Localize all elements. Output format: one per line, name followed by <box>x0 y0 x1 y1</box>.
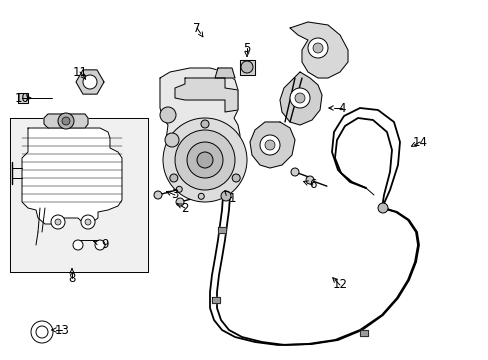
Text: 6: 6 <box>308 179 316 192</box>
Text: 11: 11 <box>72 66 87 78</box>
Circle shape <box>163 118 246 202</box>
Polygon shape <box>280 72 321 125</box>
Circle shape <box>58 113 74 129</box>
Polygon shape <box>359 330 367 336</box>
Text: 12: 12 <box>332 279 347 292</box>
Circle shape <box>186 142 223 178</box>
Circle shape <box>175 130 235 190</box>
Circle shape <box>197 152 213 168</box>
Circle shape <box>290 168 298 176</box>
Circle shape <box>51 215 65 229</box>
Text: 8: 8 <box>68 271 76 284</box>
Polygon shape <box>10 118 148 272</box>
Circle shape <box>307 38 327 58</box>
Polygon shape <box>212 297 220 303</box>
Polygon shape <box>240 60 254 75</box>
Text: 14: 14 <box>412 135 427 148</box>
Circle shape <box>164 133 179 147</box>
Circle shape <box>241 61 252 73</box>
Circle shape <box>85 219 91 225</box>
Circle shape <box>154 191 162 199</box>
Circle shape <box>260 135 280 155</box>
Circle shape <box>55 219 61 225</box>
Polygon shape <box>44 114 88 128</box>
Circle shape <box>73 240 83 250</box>
Text: 2: 2 <box>181 202 188 215</box>
Circle shape <box>81 215 95 229</box>
Circle shape <box>377 203 387 213</box>
Polygon shape <box>175 78 238 112</box>
Circle shape <box>176 186 182 192</box>
Polygon shape <box>76 70 104 94</box>
Text: 4: 4 <box>338 102 345 114</box>
Circle shape <box>201 120 208 128</box>
Circle shape <box>294 93 305 103</box>
Circle shape <box>312 43 323 53</box>
Circle shape <box>232 174 240 182</box>
Text: 7: 7 <box>193 22 201 35</box>
Circle shape <box>83 75 97 89</box>
Circle shape <box>31 321 53 343</box>
Circle shape <box>221 191 230 201</box>
Text: 1: 1 <box>228 192 235 204</box>
Circle shape <box>176 198 183 206</box>
Circle shape <box>169 174 178 182</box>
Text: 13: 13 <box>55 324 69 337</box>
Circle shape <box>198 193 204 199</box>
Circle shape <box>62 117 70 125</box>
Text: 10: 10 <box>15 91 29 104</box>
Circle shape <box>95 240 105 250</box>
Polygon shape <box>249 122 294 168</box>
Circle shape <box>289 88 309 108</box>
Polygon shape <box>215 68 235 78</box>
Circle shape <box>305 176 313 184</box>
Text: 5: 5 <box>243 41 250 54</box>
Polygon shape <box>160 68 240 182</box>
Circle shape <box>36 326 48 338</box>
Text: 3: 3 <box>171 189 178 202</box>
Polygon shape <box>22 128 122 224</box>
Circle shape <box>160 107 176 123</box>
Polygon shape <box>218 227 225 233</box>
Circle shape <box>264 140 274 150</box>
Text: 9: 9 <box>101 238 108 252</box>
Polygon shape <box>289 22 347 78</box>
Polygon shape <box>18 93 28 103</box>
